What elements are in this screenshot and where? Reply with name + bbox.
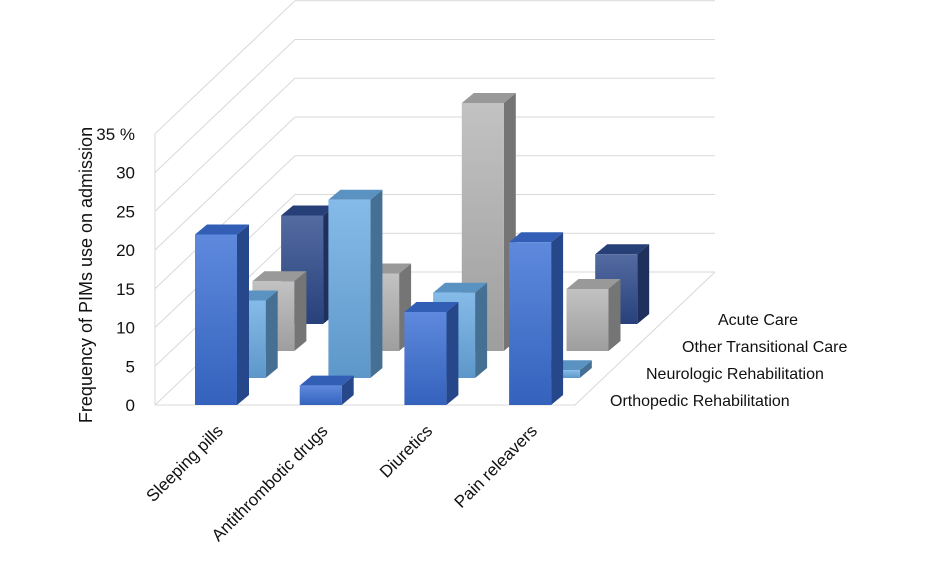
bar — [509, 232, 564, 405]
y-axis-label: Frequency of PIMs use on admission — [76, 127, 96, 423]
y-tick-label: 25 — [116, 202, 135, 221]
bar — [195, 224, 249, 405]
gridline — [154, 116, 715, 251]
y-tick-label: 30 — [116, 164, 135, 183]
series-label: Acute Care — [718, 312, 798, 329]
gridline — [154, 39, 715, 173]
gridline — [154, 0, 715, 135]
bar — [328, 189, 383, 378]
y-tick-label: 15 — [116, 280, 135, 299]
series-label: Other Transitional Care — [682, 339, 848, 356]
category-label: Pain releavers — [451, 421, 541, 511]
y-tick-label: 10 — [116, 319, 135, 338]
floor-edge — [155, 271, 716, 406]
bar — [299, 375, 354, 405]
bar — [566, 279, 621, 351]
category-label: Sleeping pills — [143, 421, 227, 505]
bar — [404, 302, 459, 405]
series-label: Orthopedic Rehabilitation — [610, 393, 790, 410]
y-tick-label: 5 — [126, 357, 135, 376]
y-tick-label: 0 — [126, 396, 135, 415]
category-label: Antithrombotic drugs — [208, 421, 332, 545]
gridline — [154, 77, 715, 212]
y-tick-label: 35 % — [96, 125, 135, 144]
category-label: Diuretics — [376, 421, 436, 481]
bars-layer — [195, 93, 650, 405]
y-tick-label: 20 — [116, 241, 135, 260]
series-label: Neurologic Rehabilitation — [646, 366, 824, 383]
